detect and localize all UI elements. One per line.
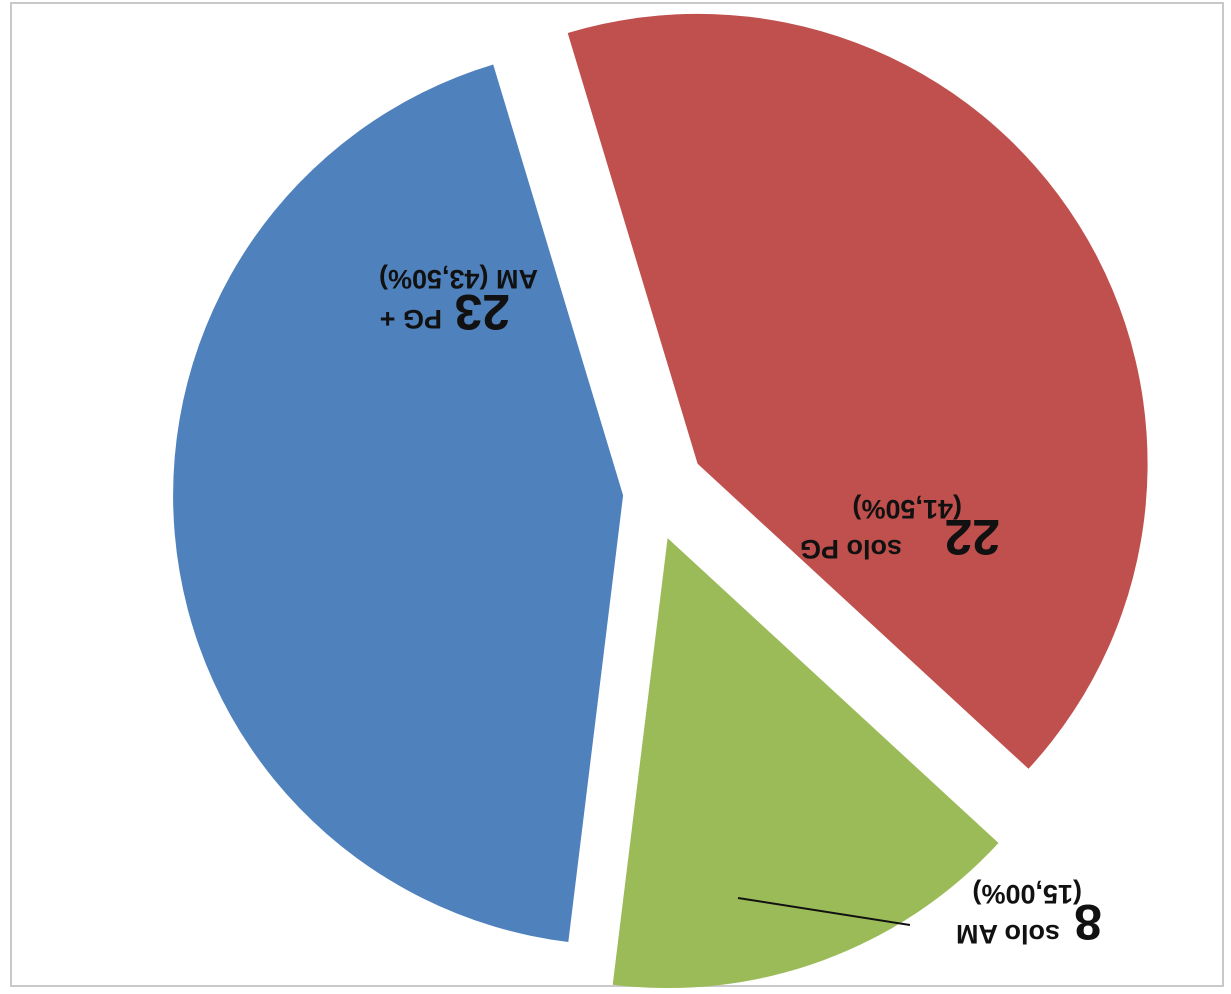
label-blue-text: PG + bbox=[380, 304, 442, 334]
label-red-text2: (41,50%) bbox=[852, 494, 962, 524]
label-green-count: 8 bbox=[1074, 894, 1102, 950]
label-blue-count: 23 bbox=[454, 284, 510, 340]
slice-solo-am bbox=[612, 538, 999, 989]
label-red-text: solo PG bbox=[800, 534, 902, 564]
label-blue: 23 PG + AM (43,50%) bbox=[379, 264, 538, 340]
label-red: 22 solo PG (41,50%) bbox=[800, 494, 1000, 565]
label-green-text2: (15,00%) bbox=[972, 879, 1082, 909]
label-green: 8 solo AM (15,00%) bbox=[956, 879, 1102, 950]
leader-line bbox=[737, 897, 911, 926]
slice-solo-pg bbox=[567, 13, 1148, 769]
slice-pg-am bbox=[173, 64, 624, 942]
label-red-count: 22 bbox=[944, 509, 1000, 565]
slices-layer bbox=[173, 13, 1148, 989]
label-green-text: solo AM bbox=[956, 919, 1060, 949]
label-blue-text2: AM (43,50%) bbox=[379, 264, 538, 294]
